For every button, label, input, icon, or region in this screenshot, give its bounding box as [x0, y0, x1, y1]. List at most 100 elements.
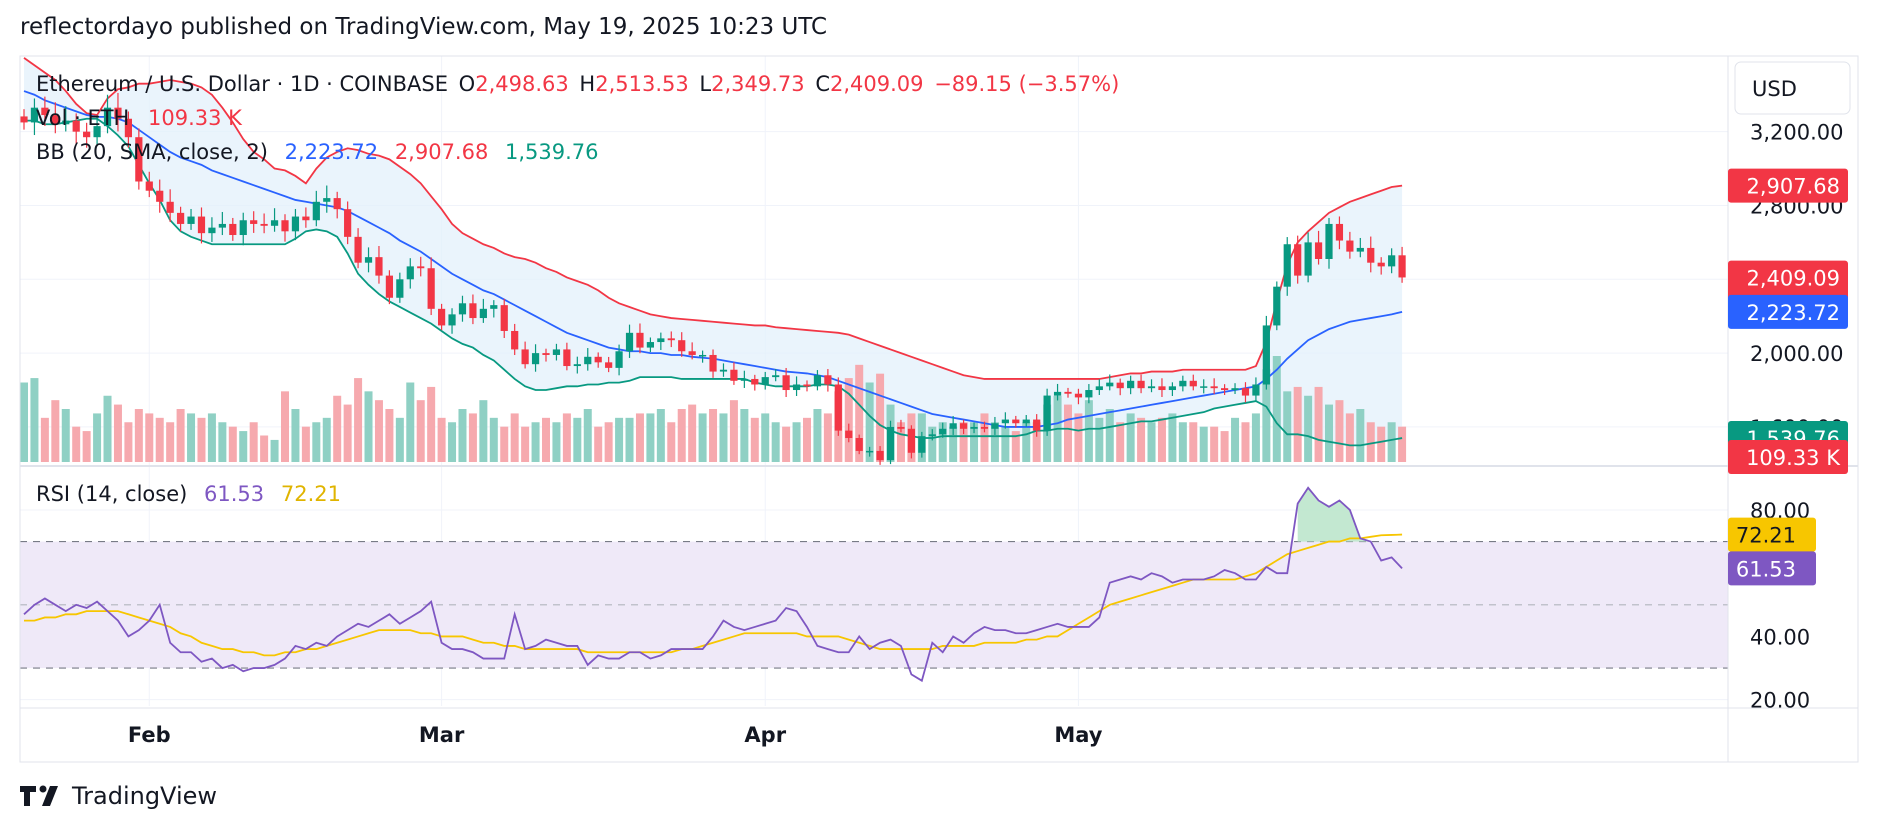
- volume-bar-9: [113, 404, 122, 462]
- volume-bar-113: [1199, 426, 1208, 462]
- candle-body-16: [187, 216, 195, 224]
- candle-body-84: [897, 426, 905, 429]
- volume-legend[interactable]: Vol · ETH 109.33 K: [36, 106, 246, 130]
- volume-bar-65: [698, 413, 707, 462]
- candle-90: [960, 419, 968, 435]
- candle-body-38: [417, 266, 425, 269]
- rsi-badge-text-1: 61.53: [1736, 557, 1796, 581]
- candle-body-123: [1304, 242, 1312, 276]
- currency-selector[interactable]: USD: [1734, 61, 1851, 115]
- candle-body-85: [907, 428, 915, 453]
- tradingview-logo[interactable]: TradingView: [20, 782, 217, 810]
- candle-74: [792, 376, 801, 397]
- candle-8: [103, 94, 112, 134]
- volume-bar-93: [990, 422, 999, 462]
- open-label: O: [458, 72, 476, 96]
- candle-body-109: [1158, 386, 1166, 391]
- candle-69: [740, 370, 748, 388]
- volume-bar-12: [145, 413, 154, 462]
- candle-body-48: [521, 349, 529, 365]
- price-badge-4: 109.33 K: [1728, 440, 1848, 475]
- volume-bar-23: [260, 435, 269, 462]
- bb-upper-line: [23, 57, 1403, 380]
- candle-7: [93, 115, 101, 146]
- candle-body-107: [1137, 380, 1145, 389]
- candle-body-124: [1314, 242, 1323, 259]
- candle-124: [1314, 230, 1323, 265]
- candle-91: [970, 422, 978, 434]
- candle-body-27: [302, 216, 310, 221]
- candle-body-23: [260, 223, 268, 226]
- candle-115: [1221, 384, 1229, 396]
- candle-body-10: [124, 118, 132, 138]
- time-tick-label-feb: Feb: [128, 723, 171, 747]
- rsi-badge-text-0: 72.21: [1736, 524, 1796, 548]
- volume-bar-92: [980, 413, 989, 462]
- candle-body-22: [250, 220, 258, 224]
- close-label: C: [815, 72, 830, 96]
- bollinger-band-fill: [24, 57, 1403, 446]
- candle-body-49: [531, 353, 540, 365]
- candle-body-67: [719, 369, 728, 372]
- bb-legend[interactable]: BB (20, SMA, close, 2) 2,223.72 2,907.68…: [36, 140, 603, 164]
- volume-bar-70: [750, 417, 759, 462]
- footer-brand: TradingView: [72, 782, 218, 810]
- low-label: L: [699, 72, 712, 96]
- candle-13: [156, 179, 164, 213]
- candle-body-97: [1033, 419, 1041, 431]
- candle-body-116: [1231, 388, 1239, 391]
- volume-bar-54: [583, 409, 592, 462]
- candle-body-68: [730, 369, 738, 381]
- bb-basis-value: 2,223.72: [284, 140, 379, 164]
- volume-bar-91: [970, 422, 979, 462]
- candle-86: [918, 431, 926, 458]
- volume-bar-119: [1262, 369, 1271, 462]
- price-badge-text-1: 2,409.09: [1746, 267, 1840, 291]
- price-badge-text-2: 2,223.72: [1746, 301, 1840, 325]
- rsi-legend[interactable]: RSI (14, close) 61.53 72.21: [36, 482, 345, 506]
- volume-bar-44: [479, 400, 488, 462]
- candle-body-64: [688, 351, 696, 355]
- candle-58: [625, 324, 634, 358]
- candle-79: [845, 423, 853, 443]
- candle-129: [1367, 236, 1375, 273]
- price-badge-text-0: 2,907.68: [1746, 175, 1840, 199]
- close-value: 2,409.09: [829, 72, 924, 96]
- candle-107: [1137, 374, 1145, 394]
- candle-body-98: [1043, 395, 1051, 431]
- chart-canvas[interactable]: 3,200.002,800.002,400.002,000.001,600.00…: [0, 0, 1878, 770]
- volume-bar-64: [688, 404, 697, 462]
- candle-body-74: [792, 384, 801, 391]
- candle-32: [354, 228, 362, 269]
- candle-81: [866, 446, 874, 457]
- volume-bar-71: [761, 413, 770, 462]
- candle-body-125: [1325, 223, 1333, 259]
- candle-5: [72, 113, 80, 145]
- volume-bar-132: [1398, 426, 1407, 462]
- candle-15: [177, 206, 185, 232]
- candle-body-131: [1388, 255, 1396, 267]
- price-badge-0: 2,907.68: [1728, 168, 1848, 203]
- volume-bar-117: [1241, 422, 1250, 462]
- volume-bar-80: [855, 364, 864, 462]
- rsi-badge-1: 61.53: [1728, 551, 1816, 586]
- volume-bar-0: [20, 382, 28, 462]
- time-axis[interactable]: Feb Mar Apr May: [128, 723, 1103, 747]
- candle-64: [688, 342, 696, 360]
- symbol-legend[interactable]: Ethereum / U.S. Dollar · 1D · COINBASE O…: [36, 72, 1123, 96]
- volume-bar-68: [729, 400, 738, 462]
- candle-118: [1252, 377, 1260, 402]
- volume-bar-124: [1314, 386, 1323, 462]
- candle-body-119: [1262, 325, 1270, 385]
- candle-39: [427, 257, 435, 316]
- candle-body-31: [344, 209, 352, 237]
- candle-41: [448, 308, 456, 334]
- candle-body-111: [1179, 380, 1187, 387]
- volume-bar-126: [1335, 400, 1344, 462]
- candle-105: [1116, 378, 1124, 396]
- candle-21: [239, 212, 247, 246]
- rsi-badge-bg-1: [1728, 551, 1816, 586]
- candle-18: [208, 217, 216, 242]
- candle-body-59: [636, 332, 644, 348]
- volume-bar-59: [635, 413, 644, 462]
